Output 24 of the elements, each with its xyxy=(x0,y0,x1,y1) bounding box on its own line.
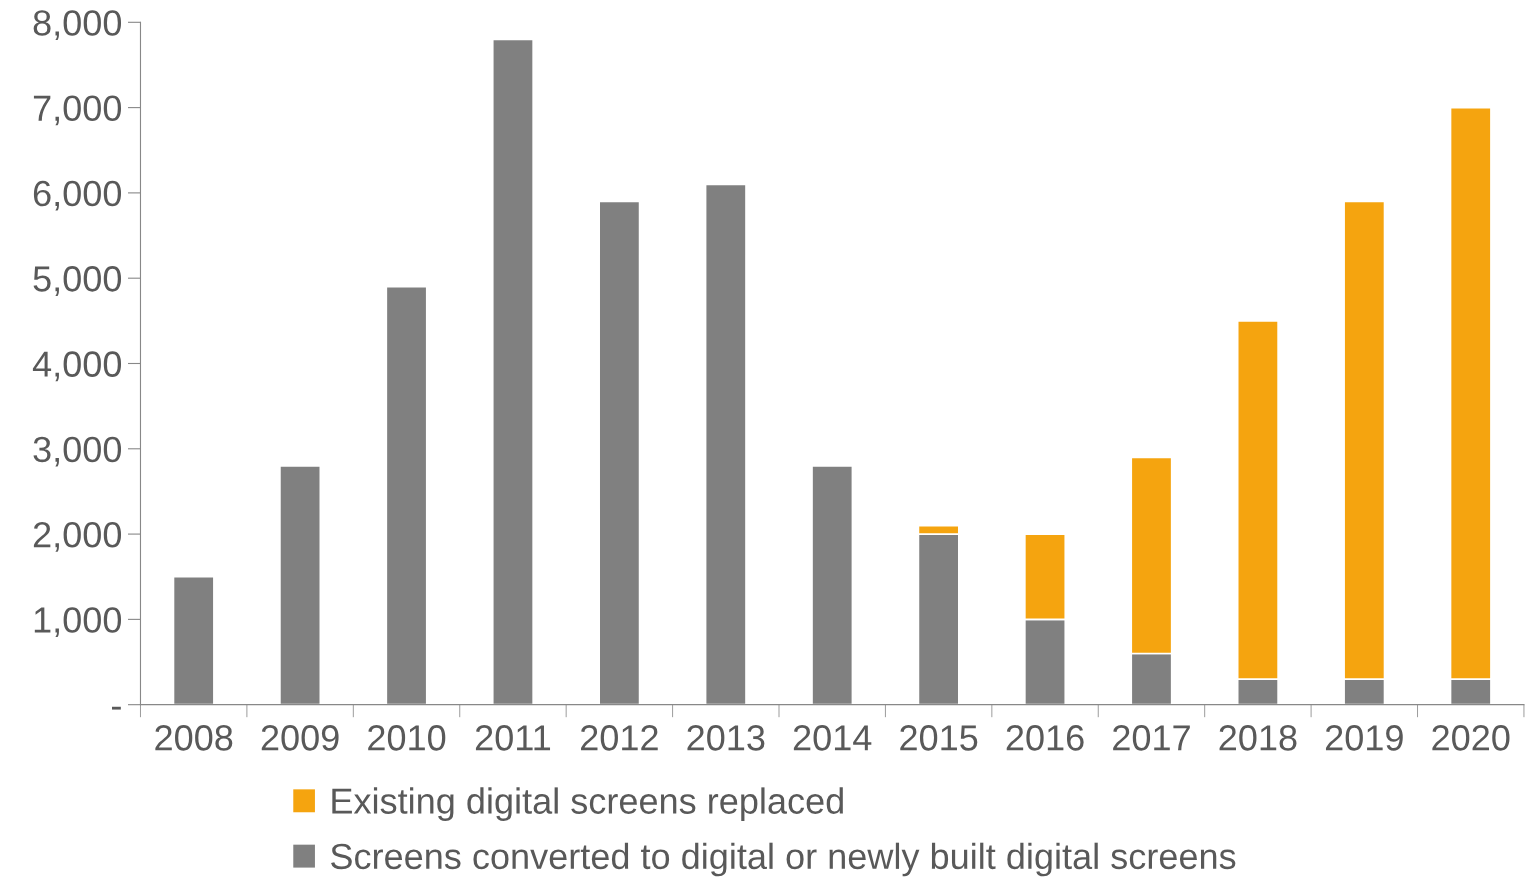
x-tick-label: 2013 xyxy=(687,725,765,751)
x-tick-label: 2020 xyxy=(1432,725,1510,751)
legend-label: Screens converted to digital or newly built digital screens xyxy=(331,842,1236,877)
x-tick-label: 2017 xyxy=(1113,725,1190,751)
x-tick-label: 2011 xyxy=(475,725,551,751)
y-tick-label: 2,000 xyxy=(33,521,122,552)
x-tick-label: 2015 xyxy=(900,725,978,751)
y-tick-label: 4,000 xyxy=(32,351,122,382)
y-tick-label: 5,000 xyxy=(33,266,122,296)
x-tick-label: 2008 xyxy=(155,725,233,751)
x-tick-label: 2014 xyxy=(793,725,872,751)
x-tick-label: 2019 xyxy=(1325,725,1403,751)
x-tick-label: 2016 xyxy=(1006,725,1084,751)
x-tick-label: 2018 xyxy=(1219,725,1297,751)
x-tick-label: 2009 xyxy=(261,725,339,751)
y-tick-label: 7,000 xyxy=(33,95,122,126)
y-tick-label: 3,000 xyxy=(33,436,122,467)
legend-label: Existing digital screens replaced xyxy=(332,787,843,822)
y-tick-label: - xyxy=(112,706,121,710)
x-tick-label: 2012 xyxy=(581,725,658,751)
y-tick-label: 8,000 xyxy=(33,10,122,41)
y-tick-label: 6,000 xyxy=(33,180,122,211)
y-tick-label: 1,000 xyxy=(34,607,122,638)
x-tick-label: 2010 xyxy=(368,725,446,751)
